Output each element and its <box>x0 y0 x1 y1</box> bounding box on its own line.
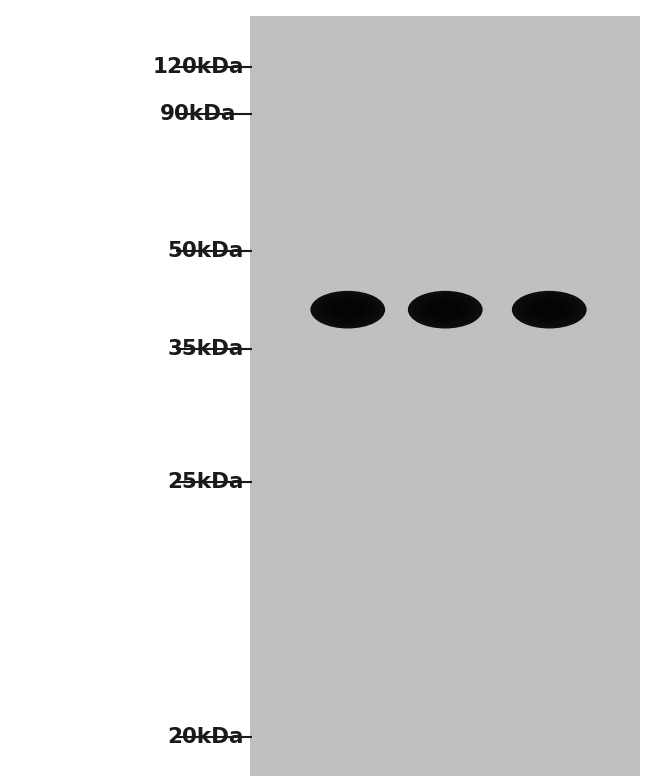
Text: 50kDa: 50kDa <box>168 241 244 261</box>
Text: 120kDa: 120kDa <box>152 56 244 77</box>
Ellipse shape <box>316 294 380 325</box>
Ellipse shape <box>421 297 469 322</box>
Text: 35kDa: 35kDa <box>168 339 244 359</box>
Ellipse shape <box>331 301 365 318</box>
Bar <box>250 16 640 776</box>
Ellipse shape <box>428 301 462 318</box>
Ellipse shape <box>525 297 573 322</box>
Ellipse shape <box>532 301 566 318</box>
Ellipse shape <box>512 291 586 328</box>
Text: 25kDa: 25kDa <box>167 472 244 492</box>
Ellipse shape <box>517 294 581 325</box>
Ellipse shape <box>311 291 385 328</box>
Ellipse shape <box>413 294 477 325</box>
Text: 20kDa: 20kDa <box>167 727 244 747</box>
Text: 90kDa: 90kDa <box>159 103 236 124</box>
Ellipse shape <box>408 291 482 328</box>
Ellipse shape <box>324 297 372 322</box>
